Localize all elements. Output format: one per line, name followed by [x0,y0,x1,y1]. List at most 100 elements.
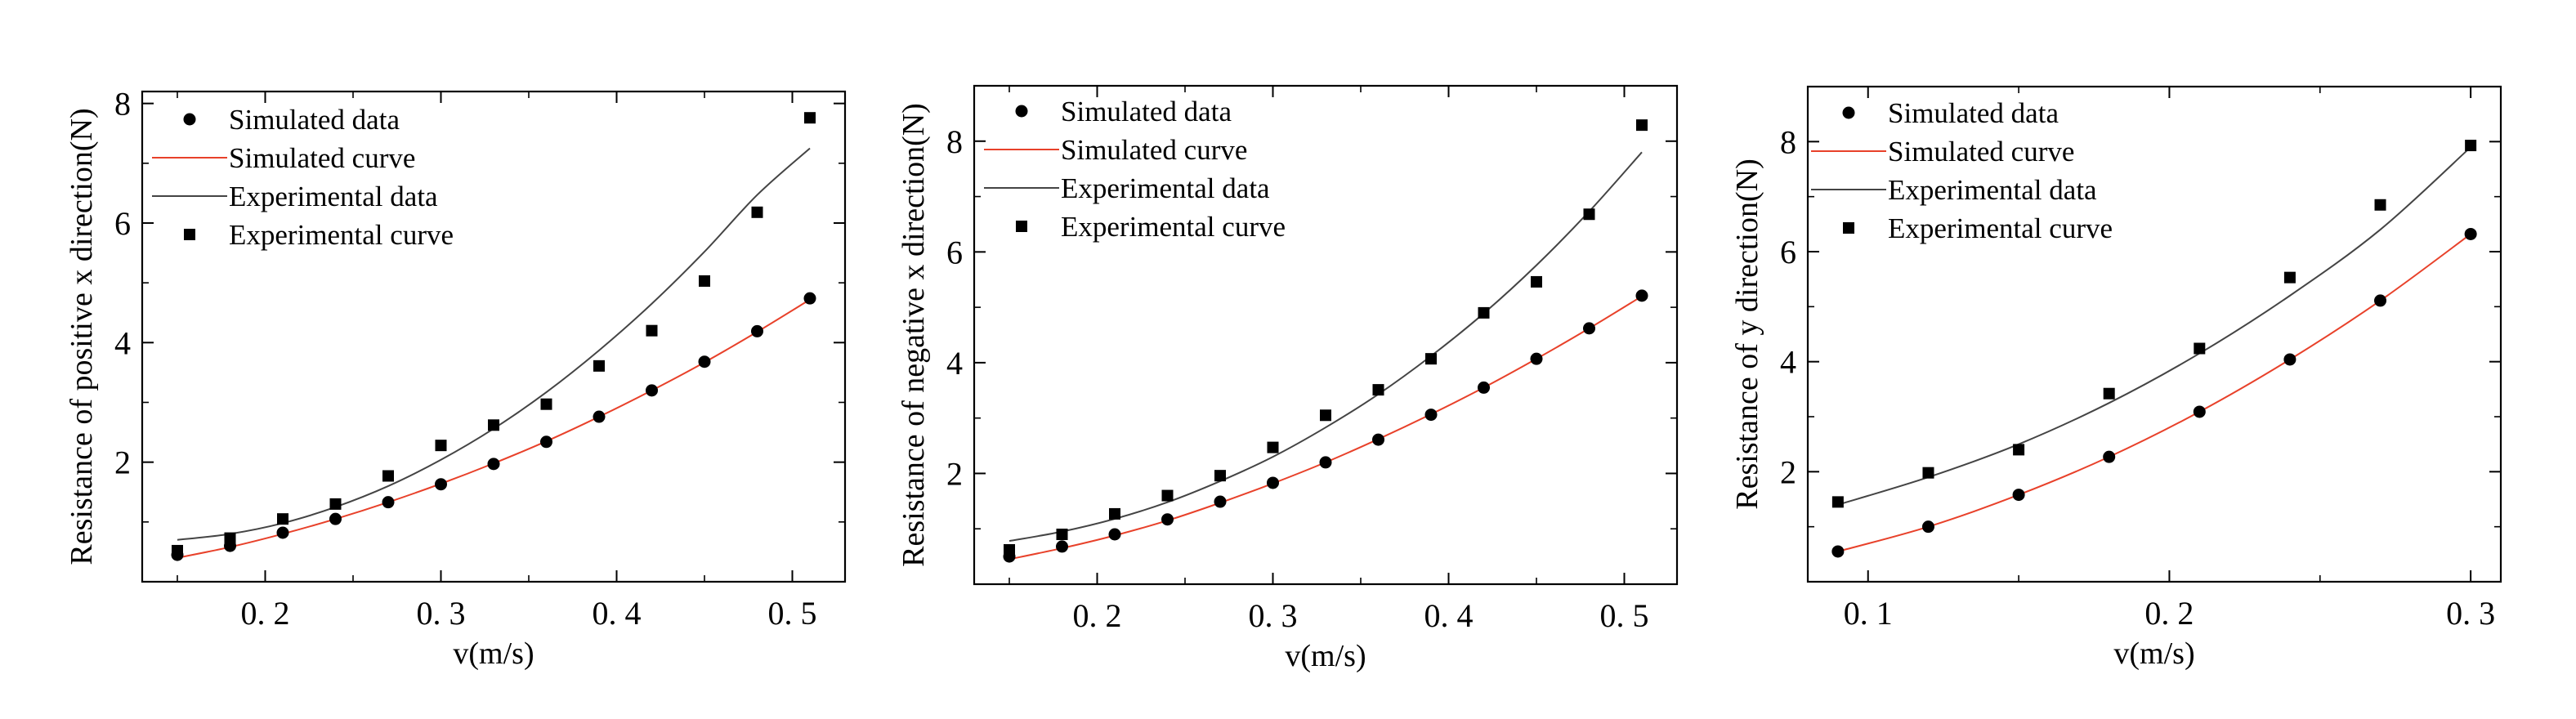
point-experimental-data [488,419,499,431]
point-experimental-data [593,360,605,372]
point-simulated-data [1056,540,1068,553]
point-experimental-data [1320,409,1331,422]
legend-label: Experimental curve [1888,212,2113,244]
charts-layer: 0. 2 0. 3 0. 4 0. 5 2 4 6 8 v(m/s) Resistance of … [65,84,2502,673]
point-simulated-data [382,496,395,509]
chart-1: 0. 2 0. 3 0. 4 0. 5 2 4 6 8 v(m/s) Resistance of … [65,86,847,671]
point-simulated-data [1583,322,1595,335]
legend-circle-icon [1015,105,1028,118]
point-experimental-data [804,112,816,124]
point-experimental-data [1372,384,1384,396]
point-simulated-data [1530,352,1543,365]
point-simulated-data [1267,476,1279,489]
point-simulated-data [1635,289,1648,302]
point-experimental-data [382,470,394,482]
x-tick-label: 0. 3 [417,595,466,632]
legend-label: Simulated curve [229,142,415,174]
point-simulated-data [1108,528,1121,541]
point-experimental-data [1109,507,1120,520]
x-tick-label: 0. 3 [1249,597,1298,634]
chart-3: 0. 1 0. 2 0. 3 2 4 6 8 v(m/s) Resistance of y di… [1730,85,2502,671]
legend: Simulated data Simulated curve Experimenta… [152,104,454,251]
y-tick-label: 6 [1780,234,1796,270]
y-tick-label: 4 [946,345,963,382]
x-tick-label: 0. 4 [1424,597,1474,634]
point-experimental-data [2194,342,2206,355]
point-simulated-data [276,526,289,539]
point-simulated-data [593,410,606,423]
series-line-simulated-curve [1837,233,2471,552]
point-simulated-data [487,458,500,471]
plot-frame [141,90,847,583]
point-simulated-data [2193,405,2206,418]
point-experimental-data [1531,275,1542,288]
y-axis-label: Resistance of negative x direction(N) [897,103,931,567]
point-simulated-data [540,435,552,449]
point-simulated-data [329,512,342,525]
point-experimental-data [277,513,288,525]
x-tick-label: 0. 5 [1600,597,1649,634]
point-simulated-data [1161,513,1174,526]
point-experimental-data [699,275,710,287]
point-experimental-data [2465,140,2477,152]
point-experimental-data [1004,543,1015,556]
point-experimental-data [172,544,183,556]
point-simulated-data [1319,456,1332,469]
x-tick-label: 0. 1 [1844,595,1893,632]
point-simulated-data [803,292,816,305]
point-experimental-data [2283,271,2296,284]
point-experimental-data [1161,489,1174,502]
point-simulated-data [1478,381,1490,394]
point-simulated-data [2012,489,2025,502]
legend: Simulated data Simulated curve Experimenta… [1811,97,2113,244]
legend-label: Experimental data [229,181,438,212]
point-experimental-data [751,206,763,218]
legend-label: Simulated data [1061,96,1232,127]
point-experimental-data [1636,119,1648,132]
x-tick-label: 0. 5 [768,595,817,632]
legend-square-icon [184,229,195,240]
point-simulated-data [1921,520,1934,534]
y-tick-label: 6 [946,234,963,270]
legend-label: Simulated data [229,104,400,136]
point-experimental-data [1267,441,1279,453]
legend-label: Simulated curve [1888,136,2074,167]
point-experimental-data [435,440,447,452]
series-line-experimental-curve [1837,146,2471,506]
point-simulated-data [1372,433,1384,446]
point-experimental-data [329,498,342,510]
point-experimental-data [2103,387,2115,400]
y-tick-label: 2 [946,455,963,492]
plot-frame [973,84,1679,586]
point-experimental-data [1922,467,1934,479]
point-experimental-data [1214,470,1226,482]
y-tick-label: 4 [1780,344,1796,381]
y-tick-label: 6 [114,205,131,242]
point-experimental-data [1056,529,1068,540]
y-axis-label: Resistance of y direction(N) [1730,159,1764,509]
y-axis-label: Resistance of positive x direction(N) [65,108,99,565]
point-simulated-data [1831,545,1845,558]
y-tick-label: 8 [946,123,963,160]
legend-label: Experimental data [1061,172,1270,204]
y-tick-label: 8 [1780,123,1796,160]
legend-label: Experimental data [1888,174,2097,206]
point-simulated-data [698,355,711,368]
chart-2: 0. 2 0. 3 0. 4 0. 5 2 4 6 8 v(m/s) Resistance of … [897,84,1679,673]
point-simulated-data [1424,409,1438,422]
x-axis-label: v(m/s) [1285,639,1366,673]
legend-label: Simulated data [1888,97,2059,129]
x-tick-label: 0. 2 [1073,597,1122,634]
legend-label: Experimental curve [1061,211,1286,243]
point-experimental-data [2013,444,2025,456]
point-simulated-data [1214,495,1227,508]
point-experimental-data [2374,199,2386,211]
x-tick-label: 0. 2 [241,595,290,632]
point-simulated-data [2374,294,2387,307]
legend-square-icon [1843,222,1854,234]
x-axis-label: v(m/s) [453,636,534,671]
point-experimental-data [224,532,236,544]
legend-label: Experimental curve [229,219,454,251]
point-simulated-data [2464,227,2477,240]
point-experimental-data [1583,208,1595,221]
